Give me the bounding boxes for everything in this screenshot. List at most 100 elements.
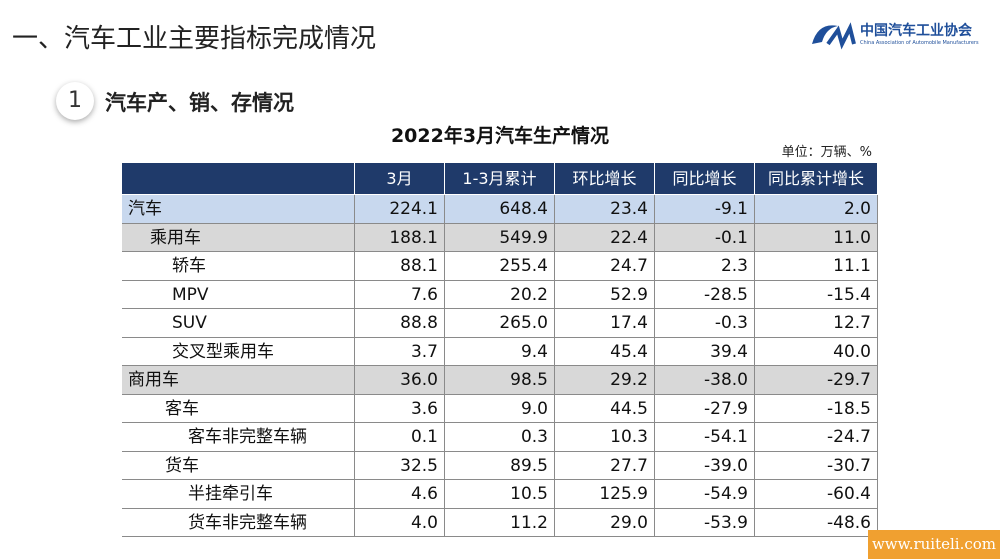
- value-cell: 4.6: [355, 480, 445, 508]
- table-row: 货车 32.5 89.5 27.7 -39.0 -30.7: [122, 451, 878, 480]
- value-cell: -53.9: [655, 508, 755, 536]
- value-cell: 45.4: [555, 337, 655, 365]
- table-row: 客车 3.6 9.0 44.5 -27.9 -18.5: [122, 394, 878, 423]
- value-cell: 10.3: [555, 423, 655, 451]
- value-cell: 89.5: [445, 451, 555, 479]
- value-cell: 9.0: [445, 394, 555, 422]
- value-cell: 0.3: [445, 423, 555, 451]
- value-cell: 52.9: [555, 280, 655, 308]
- value-cell: 549.9: [445, 223, 555, 251]
- row-label: 货车非完整车辆: [122, 508, 355, 536]
- table-row: 半挂牵引车 4.6 10.5 125.9 -54.9 -60.4: [122, 480, 878, 509]
- value-cell: -15.4: [755, 280, 878, 308]
- value-cell: 32.5: [355, 451, 445, 479]
- row-label: MPV: [122, 280, 355, 308]
- value-cell: 2.3: [655, 252, 755, 280]
- row-label: 半挂牵引车: [122, 480, 355, 508]
- row-label: 客车非完整车辆: [122, 423, 355, 451]
- value-cell: -29.7: [755, 366, 878, 394]
- row-label: 客车: [122, 394, 355, 422]
- column-header: 3月: [355, 163, 445, 194]
- value-cell: -28.5: [655, 280, 755, 308]
- value-cell: -18.5: [755, 394, 878, 422]
- value-cell: -54.1: [655, 423, 755, 451]
- column-header: 1-3月累计: [445, 163, 555, 194]
- header-row: 3月 1-3月累计 环比增长 同比增长 同比累计增长: [122, 163, 878, 195]
- value-cell: 88.8: [355, 309, 445, 337]
- row-label: 乘用车: [122, 223, 355, 251]
- value-cell: -60.4: [755, 480, 878, 508]
- table-row: 客车非完整车辆 0.1 0.3 10.3 -54.1 -24.7: [122, 423, 878, 452]
- column-header: 同比增长: [655, 163, 755, 194]
- logo-name: 中国汽车工业协会: [860, 23, 972, 39]
- value-cell: 11.1: [755, 252, 878, 280]
- value-cell: 11.0: [755, 223, 878, 251]
- logo-mark: [812, 22, 856, 50]
- table-row: 交叉型乘用车 3.7 9.4 45.4 39.4 40.0: [122, 337, 878, 366]
- page-title: 一、汽车工业主要指标完成情况: [12, 24, 377, 54]
- table-row: 商用车 36.0 98.5 29.2 -38.0 -29.7: [122, 366, 878, 395]
- column-header: [122, 163, 355, 194]
- value-cell: 4.0: [355, 508, 445, 536]
- value-cell: 3.6: [355, 394, 445, 422]
- logo-subtitle: China Association of Automobile Manufact…: [860, 40, 979, 46]
- row-label: 商用车: [122, 366, 355, 394]
- table-row: MPV 7.6 20.2 52.9 -28.5 -15.4: [122, 280, 878, 309]
- value-cell: 224.1: [355, 195, 445, 223]
- table-row: 汽车 224.1 648.4 23.4 -9.1 2.0: [122, 195, 878, 224]
- row-label: 轿车: [122, 252, 355, 280]
- value-cell: 98.5: [445, 366, 555, 394]
- value-cell: 0.1: [355, 423, 445, 451]
- table-row: 轿车 88.1 255.4 24.7 2.3 11.1: [122, 252, 878, 281]
- value-cell: -30.7: [755, 451, 878, 479]
- row-label: 交叉型乘用车: [122, 337, 355, 365]
- row-label: SUV: [122, 309, 355, 337]
- value-cell: 2.0: [755, 195, 878, 223]
- value-cell: 23.4: [555, 195, 655, 223]
- unit-label: 单位：万辆、%: [781, 145, 872, 160]
- value-cell: -38.0: [655, 366, 755, 394]
- value-cell: 88.1: [355, 252, 445, 280]
- value-cell: 10.5: [445, 480, 555, 508]
- value-cell: 27.7: [555, 451, 655, 479]
- value-cell: 12.7: [755, 309, 878, 337]
- value-cell: 22.4: [555, 223, 655, 251]
- value-cell: 9.4: [445, 337, 555, 365]
- watermark: www.ruiteli.com: [868, 530, 1000, 559]
- value-cell: 7.6: [355, 280, 445, 308]
- value-cell: -27.9: [655, 394, 755, 422]
- row-label: 货车: [122, 451, 355, 479]
- value-cell: 36.0: [355, 366, 445, 394]
- value-cell: 125.9: [555, 480, 655, 508]
- value-cell: 265.0: [445, 309, 555, 337]
- table-row: 乘用车 188.1 549.9 22.4 -0.1 11.0: [122, 223, 878, 252]
- value-cell: 29.2: [555, 366, 655, 394]
- value-cell: 39.4: [655, 337, 755, 365]
- value-cell: -39.0: [655, 451, 755, 479]
- column-header: 环比增长: [555, 163, 655, 194]
- value-cell: 11.2: [445, 508, 555, 536]
- value-cell: 255.4: [445, 252, 555, 280]
- value-cell: -0.1: [655, 223, 755, 251]
- value-cell: 29.0: [555, 508, 655, 536]
- value-cell: 3.7: [355, 337, 445, 365]
- value-cell: -54.9: [655, 480, 755, 508]
- value-cell: -9.1: [655, 195, 755, 223]
- section-number: 1: [56, 82, 94, 120]
- table-row: SUV 88.8 265.0 17.4 -0.3 12.7: [122, 309, 878, 338]
- value-cell: -0.3: [655, 309, 755, 337]
- value-cell: -24.7: [755, 423, 878, 451]
- value-cell: 648.4: [445, 195, 555, 223]
- value-cell: 44.5: [555, 394, 655, 422]
- value-cell: -48.6: [755, 508, 878, 536]
- row-label: 汽车: [122, 195, 355, 223]
- value-cell: 24.7: [555, 252, 655, 280]
- value-cell: 17.4: [555, 309, 655, 337]
- section-title: 汽车产、销、存情况: [105, 91, 294, 115]
- column-header: 同比累计增长: [755, 163, 878, 194]
- table-row: 货车非完整车辆 4.0 11.2 29.0 -53.9 -48.6: [122, 508, 878, 537]
- table-title: 2022年3月汽车生产情况: [390, 125, 610, 147]
- value-cell: 20.2: [445, 280, 555, 308]
- value-cell: 40.0: [755, 337, 878, 365]
